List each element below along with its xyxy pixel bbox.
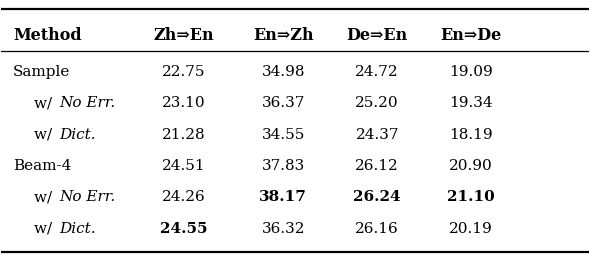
- Text: 26.24: 26.24: [353, 190, 401, 204]
- Text: 34.55: 34.55: [261, 128, 305, 142]
- Text: 25.20: 25.20: [355, 96, 399, 110]
- Text: 21.28: 21.28: [162, 128, 205, 142]
- Text: Dict.: Dict.: [60, 128, 96, 142]
- Text: No Err.: No Err.: [60, 190, 116, 204]
- Text: 20.19: 20.19: [450, 222, 493, 236]
- Text: En⇒De: En⇒De: [441, 27, 502, 44]
- Text: 24.37: 24.37: [355, 128, 399, 142]
- Text: w/: w/: [34, 128, 57, 142]
- Text: w/: w/: [34, 222, 57, 236]
- Text: 18.19: 18.19: [450, 128, 493, 142]
- Text: De⇒En: De⇒En: [346, 27, 408, 44]
- Text: 19.34: 19.34: [450, 96, 493, 110]
- Text: 38.17: 38.17: [260, 190, 307, 204]
- Text: w/: w/: [34, 96, 57, 110]
- Text: w/: w/: [34, 190, 57, 204]
- Text: 22.75: 22.75: [162, 65, 205, 79]
- Text: 20.90: 20.90: [450, 159, 493, 173]
- Text: Method: Method: [13, 27, 82, 44]
- Text: 24.55: 24.55: [160, 222, 207, 236]
- Text: En⇒Zh: En⇒Zh: [253, 27, 313, 44]
- Text: 24.51: 24.51: [162, 159, 205, 173]
- Text: 26.16: 26.16: [355, 222, 399, 236]
- Text: 34.98: 34.98: [261, 65, 305, 79]
- Text: Sample: Sample: [13, 65, 71, 79]
- Text: 24.26: 24.26: [162, 190, 205, 204]
- Text: Dict.: Dict.: [60, 222, 96, 236]
- Text: Beam-4: Beam-4: [13, 159, 71, 173]
- Text: Zh⇒En: Zh⇒En: [153, 27, 214, 44]
- Text: 36.32: 36.32: [261, 222, 305, 236]
- Text: 36.37: 36.37: [261, 96, 305, 110]
- Text: 37.83: 37.83: [261, 159, 305, 173]
- Text: 24.72: 24.72: [355, 65, 399, 79]
- Text: 23.10: 23.10: [162, 96, 205, 110]
- Text: 21.10: 21.10: [447, 190, 495, 204]
- Text: No Err.: No Err.: [60, 96, 116, 110]
- Text: 19.09: 19.09: [450, 65, 493, 79]
- Text: 26.12: 26.12: [355, 159, 399, 173]
